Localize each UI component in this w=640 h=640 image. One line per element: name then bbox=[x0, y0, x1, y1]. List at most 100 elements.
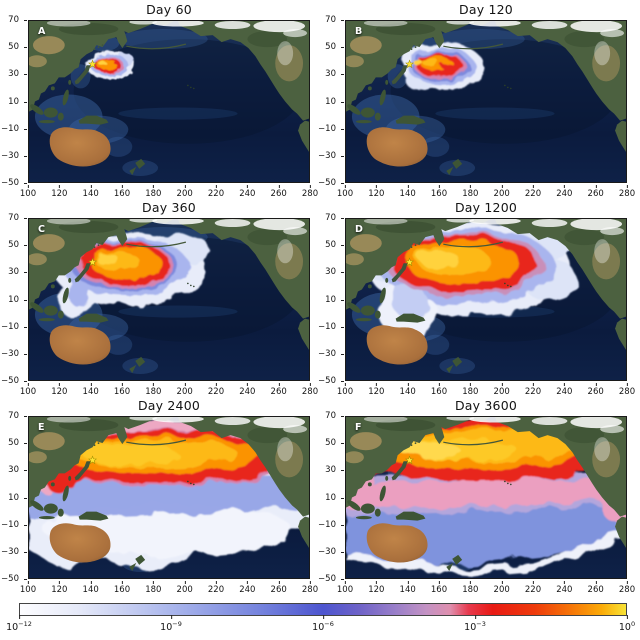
y-tick-label: −10 bbox=[318, 520, 344, 530]
y-tick-label: 50 bbox=[8, 240, 27, 250]
x-tick-label: 180 bbox=[145, 383, 162, 397]
y-tick-label: 10 bbox=[8, 295, 27, 305]
x-tick-label: 220 bbox=[524, 581, 542, 595]
x-tick-label: 180 bbox=[462, 185, 479, 199]
x-tick-label: 160 bbox=[430, 383, 448, 397]
x-tick-label: 280 bbox=[618, 383, 636, 397]
y-tick-label: −30 bbox=[318, 151, 344, 161]
y-tick-label: −50 bbox=[318, 574, 344, 584]
x-tick-label: 140 bbox=[82, 185, 99, 199]
y-tick-label: 30 bbox=[325, 465, 344, 475]
y-tick-label: 50 bbox=[8, 438, 27, 448]
y-tick-label: 70 bbox=[325, 411, 344, 421]
x-tick-label: 280 bbox=[301, 185, 319, 199]
y-tick-label: 50 bbox=[325, 438, 344, 448]
map-plot-a: A bbox=[28, 20, 310, 183]
x-tick-label: 160 bbox=[113, 185, 131, 199]
y-tick-label: −10 bbox=[1, 520, 27, 530]
panel-day-120: Day 120 B bbox=[318, 2, 635, 199]
x-tick-label: 160 bbox=[430, 185, 448, 199]
panel-title: Day 1200 bbox=[454, 200, 518, 215]
y-tick-label: 70 bbox=[325, 15, 344, 25]
x-tick-label: 200 bbox=[493, 383, 510, 397]
panel-letter: A bbox=[38, 26, 46, 37]
x-tick-label: 160 bbox=[113, 383, 131, 397]
y-tick-label: 10 bbox=[8, 97, 27, 107]
x-tick-label: 200 bbox=[176, 185, 193, 199]
panel-title: Day 360 bbox=[142, 200, 196, 215]
x-tick-label: 100 bbox=[336, 383, 354, 397]
x-axis: 100 120 140 160 180 200 220 240 260 280 bbox=[337, 581, 635, 595]
x-tick-label: 260 bbox=[270, 185, 287, 199]
x-tick-label: 140 bbox=[399, 185, 416, 199]
panel-letter: D bbox=[355, 224, 363, 235]
panel-letter: B bbox=[355, 26, 363, 37]
panel-letter: F bbox=[355, 422, 362, 433]
pacific-map bbox=[346, 417, 626, 578]
plume-day-1200 bbox=[363, 222, 578, 339]
x-tick-label: 120 bbox=[368, 383, 385, 397]
x-tick-label: 120 bbox=[51, 581, 68, 595]
colorbar-tick-label: 100 bbox=[618, 614, 636, 634]
x-tick-label: 220 bbox=[207, 383, 225, 397]
x-tick-label: 200 bbox=[176, 581, 193, 595]
y-tick-label: 70 bbox=[8, 411, 27, 421]
y-tick-label: 70 bbox=[8, 213, 27, 223]
y-tick-label: 10 bbox=[325, 493, 344, 503]
x-tick-label: 120 bbox=[51, 185, 68, 199]
x-axis: 100 120 140 160 180 200 220 240 260 280 bbox=[20, 383, 318, 397]
x-tick-label: 140 bbox=[399, 581, 416, 595]
y-tick-label: −30 bbox=[318, 547, 344, 557]
x-tick-label: 100 bbox=[336, 581, 354, 595]
y-axis: 70 50 30 10 −10 −30 −50 bbox=[314, 411, 344, 584]
x-tick-label: 120 bbox=[51, 383, 68, 397]
x-tick-label: 240 bbox=[556, 383, 573, 397]
y-tick-label: 50 bbox=[325, 42, 344, 52]
map-plot-f: F bbox=[345, 416, 627, 579]
pacific-map bbox=[29, 219, 309, 380]
map-plot-e: E bbox=[28, 416, 310, 579]
x-tick-label: 180 bbox=[145, 185, 162, 199]
y-tick-label: −30 bbox=[1, 349, 27, 359]
y-tick-label: 30 bbox=[8, 69, 27, 79]
x-tick-label: 260 bbox=[587, 383, 604, 397]
x-tick-label: 100 bbox=[336, 185, 354, 199]
y-tick-label: −10 bbox=[318, 322, 344, 332]
colorbar-tick-label: 10−6 bbox=[312, 614, 334, 634]
x-tick-label: 220 bbox=[524, 383, 542, 397]
panel-day-2400: Day 2400 bbox=[1, 398, 318, 595]
y-tick-label: −10 bbox=[1, 322, 27, 332]
x-tick-label: 280 bbox=[618, 185, 636, 199]
x-tick-label: 280 bbox=[301, 581, 319, 595]
y-tick-label: 70 bbox=[325, 213, 344, 223]
plume-day-60 bbox=[85, 51, 136, 80]
x-tick-label: 180 bbox=[462, 581, 479, 595]
map-plot-d: D bbox=[345, 218, 627, 381]
x-tick-label: 240 bbox=[556, 185, 573, 199]
x-tick-label: 120 bbox=[368, 185, 385, 199]
x-tick-label: 240 bbox=[239, 383, 256, 397]
y-tick-label: 10 bbox=[325, 295, 344, 305]
y-tick-label: 30 bbox=[325, 69, 344, 79]
pacific-map bbox=[346, 21, 626, 182]
x-tick-label: 160 bbox=[113, 581, 131, 595]
x-tick-label: 140 bbox=[82, 581, 99, 595]
x-tick-label: 280 bbox=[301, 383, 319, 397]
x-tick-label: 220 bbox=[524, 185, 542, 199]
x-tick-label: 180 bbox=[145, 581, 162, 595]
pacific-map bbox=[29, 417, 309, 578]
y-tick-label: −10 bbox=[1, 124, 27, 134]
y-axis: 70 50 30 10 −10 −30 −50 bbox=[0, 15, 27, 188]
plume-day-120 bbox=[400, 43, 485, 92]
y-tick-label: 50 bbox=[8, 42, 27, 52]
y-tick-label: 30 bbox=[325, 267, 344, 277]
panel-day-1200: Day 1200 bbox=[318, 200, 635, 397]
y-tick-label: −30 bbox=[1, 547, 27, 557]
x-tick-label: 240 bbox=[556, 581, 573, 595]
y-tick-label: −30 bbox=[318, 349, 344, 359]
y-tick-label: 10 bbox=[8, 493, 27, 503]
x-axis: 100 120 140 160 180 200 220 240 260 280 bbox=[20, 581, 318, 595]
x-tick-label: 220 bbox=[207, 185, 225, 199]
panel-day-60: Day 60 A 7 bbox=[1, 2, 318, 199]
